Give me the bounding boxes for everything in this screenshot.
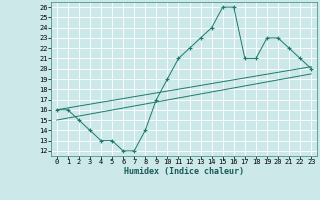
X-axis label: Humidex (Indice chaleur): Humidex (Indice chaleur)	[124, 167, 244, 176]
